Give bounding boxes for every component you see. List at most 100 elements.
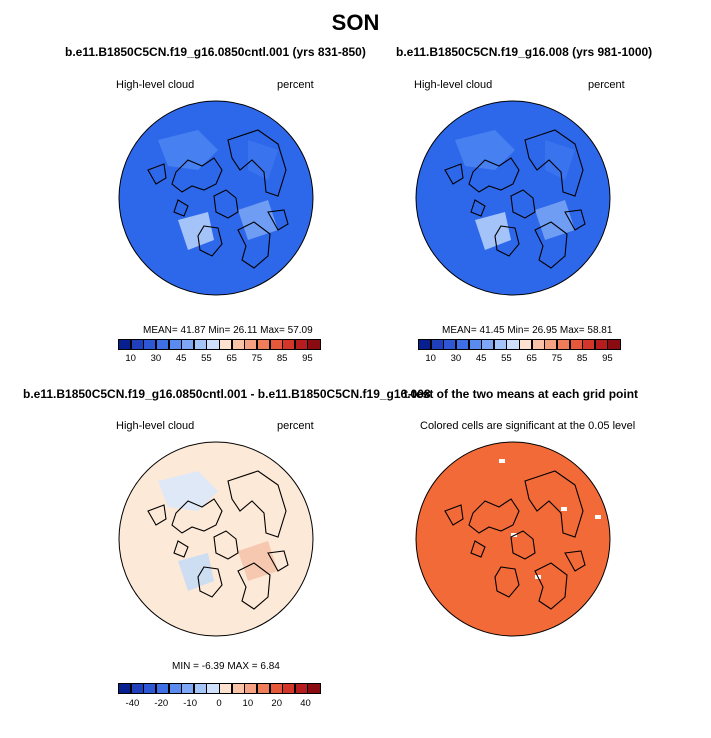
colorbar-tick-label: 55 bbox=[501, 353, 512, 364]
panel2-polar-map bbox=[415, 100, 611, 296]
coastline bbox=[524, 470, 584, 538]
colorbar-box bbox=[569, 339, 583, 350]
insignificant-cell bbox=[595, 515, 601, 519]
coastline bbox=[510, 530, 536, 560]
coastline bbox=[173, 540, 189, 558]
colorbar-box bbox=[443, 339, 457, 350]
colorbar-box bbox=[219, 339, 233, 350]
panel3-min-label: MIN = bbox=[172, 661, 199, 672]
colorbar-box bbox=[307, 683, 321, 694]
panel1-min-value: 26.11 bbox=[233, 325, 258, 336]
coastline bbox=[534, 562, 568, 610]
colorbar-box bbox=[118, 683, 132, 694]
colorbar-box bbox=[282, 683, 296, 694]
colorbar-box bbox=[168, 683, 182, 694]
colorbar-box bbox=[181, 683, 195, 694]
panel3-title: b.e11.B1850C5CN.f19_g16.0850cntl.001 - b… bbox=[23, 387, 431, 401]
coastline bbox=[213, 530, 239, 560]
colorbar-tick-label: 45 bbox=[475, 353, 487, 364]
coastline bbox=[524, 129, 584, 197]
colorbar-tick-label: 10 bbox=[242, 698, 254, 709]
colorbar-tick-label: 75 bbox=[251, 353, 263, 364]
coastline bbox=[564, 550, 586, 572]
colorbar-box bbox=[143, 339, 157, 350]
colorbar-tick-label: 65 bbox=[226, 353, 237, 364]
panel1-max-value: 57.09 bbox=[287, 325, 313, 336]
panel3-max-label: MAX = bbox=[227, 661, 258, 672]
field-patch bbox=[158, 130, 218, 170]
field-patch bbox=[535, 200, 575, 240]
panel1-polar-map bbox=[118, 100, 314, 296]
colorbar-box bbox=[244, 339, 258, 350]
map-background bbox=[416, 101, 610, 295]
colorbar-box bbox=[544, 339, 558, 350]
colorbar-box bbox=[193, 683, 207, 694]
colorbar-box bbox=[206, 339, 220, 350]
coastline bbox=[173, 199, 189, 217]
map-border bbox=[118, 100, 314, 296]
panel1-units-label: percent bbox=[277, 79, 314, 91]
panel3-colorbar bbox=[118, 683, 321, 694]
colorbar-box bbox=[256, 683, 270, 694]
field-patch bbox=[238, 541, 278, 581]
panel1-title: b.e11.B1850C5CN.f19_g16.0850cntl.001 (yr… bbox=[65, 45, 366, 59]
field-patch bbox=[475, 212, 511, 250]
colorbar-tick-label: -40 bbox=[125, 698, 140, 709]
map-border bbox=[118, 441, 314, 637]
panel2-stats: MEAN= 41.45 Min= 26.95 Max= 58.81 bbox=[442, 325, 612, 336]
coastline bbox=[510, 189, 536, 219]
coastline bbox=[494, 566, 520, 598]
field-patch bbox=[158, 471, 218, 511]
field-patch bbox=[238, 200, 278, 240]
colorbar-tick-label: 10 bbox=[125, 353, 136, 364]
panel1-stats: MEAN= 41.87 Min= 26.11 Max= 57.09 bbox=[143, 325, 313, 336]
colorbar-box bbox=[519, 339, 533, 350]
panel3-variable-label: High-level cloud bbox=[116, 420, 195, 432]
panel2-title: b.e11.B1850C5CN.f19_g16.008 (yrs 981-100… bbox=[396, 45, 653, 59]
coastline bbox=[227, 129, 287, 197]
colorbar-box bbox=[193, 339, 207, 350]
field-patch bbox=[248, 140, 278, 180]
panel3-units-label: percent bbox=[277, 420, 314, 432]
panel1-max-label: Max= bbox=[260, 325, 285, 336]
coastline bbox=[147, 163, 167, 185]
colorbar-tick-label: 65 bbox=[526, 353, 537, 364]
colorbar-box bbox=[294, 339, 308, 350]
panel4-title: t-test of the two means at each grid poi… bbox=[404, 387, 639, 401]
colorbar-box bbox=[594, 339, 608, 350]
colorbar-tick-label: 40 bbox=[300, 698, 311, 709]
coastline bbox=[468, 498, 520, 534]
panel2-colorbar-ticks: 10 30 45 55 65 75 85 95 bbox=[418, 353, 620, 365]
colorbar-tick-label: 30 bbox=[450, 353, 462, 364]
map-border bbox=[415, 441, 611, 637]
colorbar-box bbox=[468, 339, 482, 350]
colorbar-box bbox=[155, 339, 169, 350]
coastline bbox=[171, 157, 223, 193]
field-patch bbox=[455, 130, 515, 170]
colorbar-tick-label: 30 bbox=[150, 353, 162, 364]
colorbar-box bbox=[181, 339, 195, 350]
colorbar-box bbox=[206, 683, 220, 694]
colorbar-box bbox=[155, 683, 169, 694]
coastline bbox=[470, 199, 486, 217]
colorbar-tick-label: 45 bbox=[175, 353, 187, 364]
colorbar-tick-label: -10 bbox=[183, 698, 197, 709]
colorbar-box bbox=[282, 339, 296, 350]
coastline bbox=[213, 189, 239, 219]
panel2-min-label: Min= bbox=[507, 325, 530, 336]
coastline bbox=[468, 157, 520, 193]
panel2-max-label: Max= bbox=[559, 325, 585, 336]
colorbar-box bbox=[481, 339, 495, 350]
insignificant-cell bbox=[499, 459, 505, 463]
colorbar-tick-label: -20 bbox=[154, 698, 169, 709]
colorbar-box bbox=[244, 683, 258, 694]
panel3-polar-map bbox=[118, 441, 314, 637]
coastline bbox=[267, 550, 289, 572]
insignificant-cell bbox=[561, 507, 567, 511]
colorbar-box bbox=[430, 339, 444, 350]
colorbar-box bbox=[493, 339, 507, 350]
coastline bbox=[534, 221, 568, 269]
colorbar-tick-label: 20 bbox=[271, 698, 282, 709]
colorbar-box bbox=[269, 339, 283, 350]
panel3-max-value: 6.84 bbox=[260, 661, 280, 672]
